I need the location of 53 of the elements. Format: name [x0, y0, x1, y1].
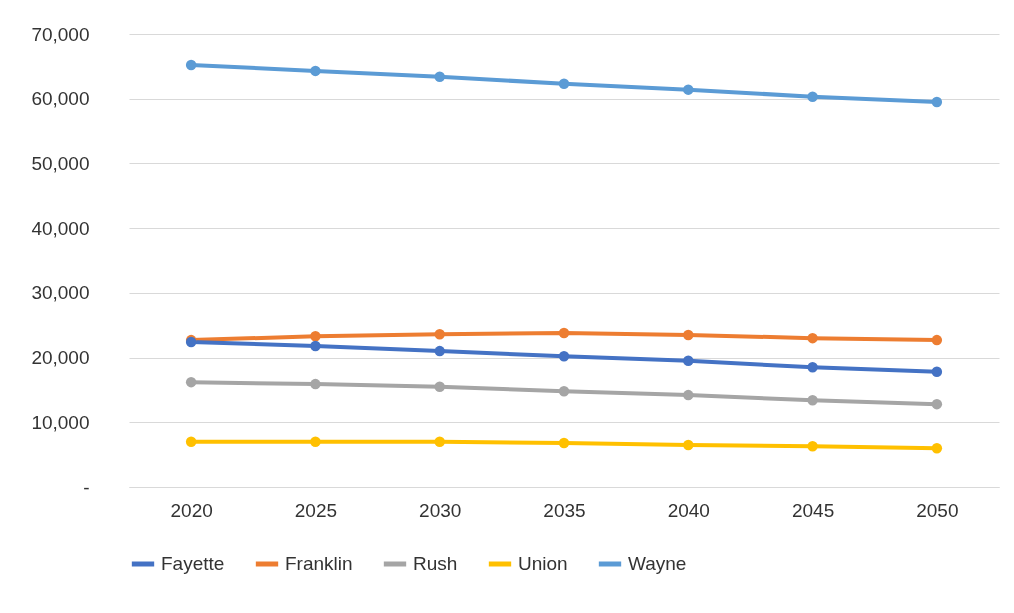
x-tick-label: 2040	[667, 499, 710, 521]
y-tick-label: 30,000	[31, 282, 90, 304]
y-tick-label: -	[83, 476, 90, 498]
point	[310, 436, 321, 447]
point	[807, 395, 818, 406]
point	[558, 327, 570, 339]
point	[931, 442, 943, 454]
point	[683, 84, 694, 95]
point	[683, 355, 694, 367]
y-tick-label: 50,000	[31, 152, 90, 174]
point	[807, 91, 818, 103]
point	[931, 96, 943, 108]
point	[434, 345, 445, 357]
point	[558, 437, 570, 449]
point	[558, 351, 570, 362]
point	[558, 78, 570, 90]
point	[683, 439, 694, 451]
x-tick-label: 2030	[419, 499, 462, 521]
y-tick-label: 60,000	[31, 88, 90, 110]
point	[434, 436, 445, 447]
point	[558, 385, 570, 397]
point	[434, 381, 445, 392]
point	[931, 398, 943, 410]
point	[310, 65, 321, 77]
legend-label: Union	[518, 553, 568, 574]
legend-label: Franklin	[285, 553, 353, 574]
point	[185, 436, 197, 447]
x-tick-label: 2035	[543, 499, 586, 521]
point	[310, 378, 321, 390]
x-tick-label: 2025	[294, 499, 338, 521]
point	[185, 59, 197, 71]
point	[185, 376, 197, 388]
point	[310, 340, 321, 352]
legend-label: Fayette	[161, 553, 225, 574]
point	[434, 71, 445, 82]
x-tick-label: 2050	[916, 499, 959, 521]
y-tick-label: 10,000	[31, 411, 90, 433]
legend-label: Rush	[413, 553, 458, 574]
y-tick-label: 40,000	[31, 217, 90, 239]
point	[807, 362, 818, 373]
point	[931, 334, 943, 346]
legend-label: Wayne	[628, 553, 687, 574]
y-tick-label: 70,000	[31, 23, 90, 45]
point	[683, 329, 694, 341]
point	[310, 330, 321, 342]
point	[931, 366, 943, 378]
x-tick-label: 2020	[170, 499, 213, 521]
point	[434, 329, 445, 340]
point	[807, 441, 818, 452]
point	[807, 332, 818, 344]
y-tick-label: 20,000	[31, 347, 90, 369]
point	[683, 389, 694, 401]
x-tick-label: 2045	[791, 499, 835, 521]
